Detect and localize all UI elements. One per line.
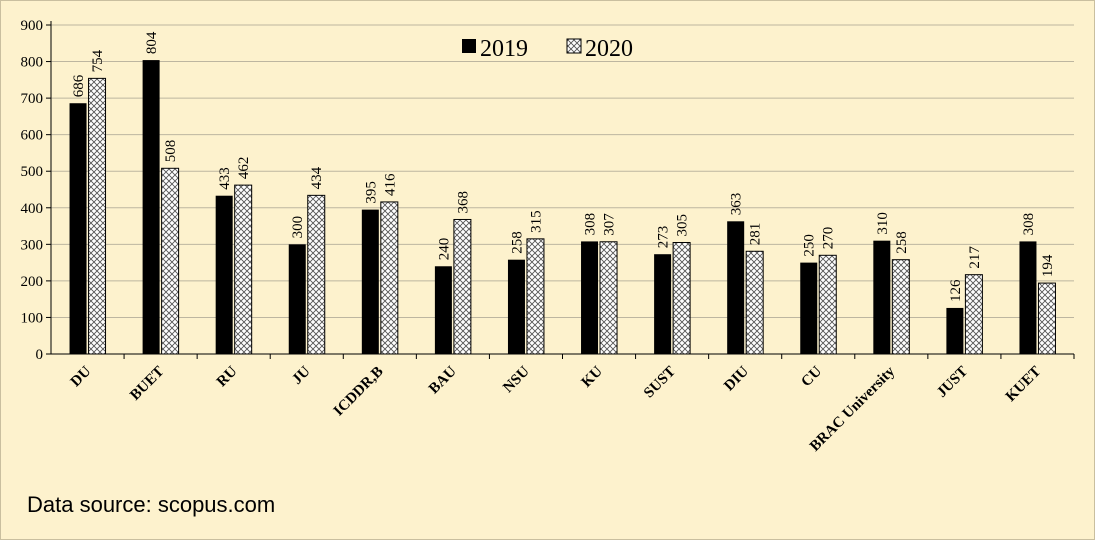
data-label: 258: [509, 231, 525, 254]
x-tick-label: JUST: [934, 364, 971, 401]
legend: 2019 2020: [462, 36, 633, 62]
data-label: 754: [90, 49, 106, 72]
bar-2020-sust: [672, 242, 691, 355]
x-tick-label: KUET: [1003, 364, 1044, 405]
y-tick-label: 900: [21, 18, 44, 34]
data-label: 308: [583, 213, 599, 236]
bar-2020-ru: [234, 184, 253, 355]
bar-2019-ru: [215, 195, 233, 354]
bar-2020-ku: [599, 241, 618, 355]
x-tick-label: KU: [579, 363, 606, 390]
x-tick-label: ICDDR,B: [331, 364, 387, 420]
bars: [69, 60, 1056, 355]
bar-2020-du: [88, 77, 107, 355]
bar-2020-buet: [161, 167, 180, 355]
data-label: 240: [436, 238, 452, 261]
data-label: 310: [875, 212, 891, 235]
y-tick-label: 400: [21, 201, 44, 217]
data-label: 194: [1040, 254, 1056, 277]
data-label: 462: [236, 157, 252, 180]
x-tick-label: CU: [798, 363, 825, 390]
bar-2019-du: [69, 103, 87, 355]
bar-2019-just: [946, 307, 964, 354]
y-tick-label: 300: [21, 237, 44, 253]
bar-2019-ju: [288, 244, 306, 354]
x-tick-label: JU: [289, 363, 313, 387]
bar-2019-buet: [142, 60, 160, 355]
x-tick-label: BUET: [127, 364, 167, 404]
data-label: 686: [71, 74, 87, 97]
bar-2019-bau: [434, 266, 452, 354]
y-tick-label: 500: [21, 164, 44, 180]
data-label: 395: [363, 181, 379, 204]
data-label: 433: [217, 167, 233, 190]
legend-swatch-2020: [566, 38, 582, 54]
bar-2019-sust: [654, 254, 672, 354]
data-label: 126: [948, 279, 964, 302]
data-label: 308: [1021, 213, 1037, 236]
bar-2019-diu: [727, 221, 745, 354]
data-label: 217: [967, 246, 983, 269]
bar-2019-kuet: [1019, 241, 1037, 354]
x-tick-label: DIU: [721, 363, 752, 394]
y-tick-label: 700: [21, 91, 44, 107]
data-label: 363: [729, 193, 745, 216]
bar-2019-cu: [800, 262, 818, 354]
y-tick-label: 200: [21, 274, 44, 290]
legend-label-2019: 2019: [480, 36, 528, 62]
axes: [46, 21, 1075, 359]
data-label: 305: [675, 214, 691, 237]
x-tick-label: RU: [214, 363, 241, 390]
y-tick-label: 800: [21, 55, 44, 71]
bar-2019-icddrb: [361, 209, 379, 354]
gridlines: [51, 24, 1074, 318]
bar-2019-nsu: [507, 259, 525, 354]
data-label: 368: [455, 191, 471, 214]
bar-2020-just: [964, 274, 983, 355]
data-label: 270: [821, 227, 837, 250]
data-label: 281: [748, 223, 764, 246]
data-label: 273: [656, 226, 672, 249]
bar-2020-diu: [745, 250, 764, 355]
data-label: 258: [894, 231, 910, 254]
data-label: 250: [802, 234, 818, 257]
bar-2020-icddrb: [380, 201, 399, 355]
bar-2020-nsu: [526, 238, 545, 355]
bar-2019-bracuniversity: [873, 240, 891, 354]
x-tick-label: NSU: [500, 363, 533, 396]
bar-2020-bracuniversity: [891, 259, 910, 355]
data-label: 804: [144, 31, 160, 54]
data-label: 315: [528, 210, 544, 233]
y-tick-labels: 0 100 200 300 400 500 600 700 800 900: [21, 18, 44, 363]
x-tick-label: SUST: [641, 364, 679, 402]
data-source-note: Data source: scopus.com: [27, 492, 276, 517]
legend-label-2020: 2020: [585, 36, 633, 62]
bar-2020-kuet: [1037, 282, 1056, 355]
bar-2020-ju: [307, 194, 326, 355]
data-label: 300: [290, 216, 306, 239]
data-label: 434: [309, 166, 325, 189]
data-label: 307: [602, 213, 618, 236]
y-tick-label: 100: [21, 310, 44, 326]
x-tick-label: DU: [68, 363, 95, 390]
bar-2020-bau: [453, 218, 472, 355]
y-tick-label: 0: [36, 347, 44, 363]
legend-swatch-2019: [462, 39, 476, 53]
data-label: 508: [163, 140, 179, 163]
bar-2020-cu: [818, 254, 837, 355]
y-tick-label: 600: [21, 128, 44, 144]
x-tick-label: BAU: [426, 363, 460, 397]
data-label: 416: [382, 173, 398, 196]
bar-2019-ku: [581, 241, 599, 354]
